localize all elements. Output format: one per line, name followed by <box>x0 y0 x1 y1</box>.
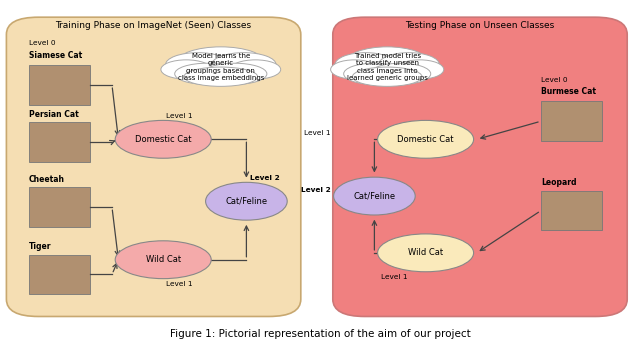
Text: Burmese Cat: Burmese Cat <box>541 87 596 96</box>
Ellipse shape <box>166 53 230 77</box>
Ellipse shape <box>202 63 267 84</box>
Ellipse shape <box>346 47 429 78</box>
Ellipse shape <box>115 241 211 279</box>
Text: Wild Cat: Wild Cat <box>408 248 443 257</box>
Ellipse shape <box>333 177 415 215</box>
Text: Level 0: Level 0 <box>29 41 56 46</box>
Ellipse shape <box>378 53 440 77</box>
Text: Cheetah: Cheetah <box>29 175 65 184</box>
Text: Level 2: Level 2 <box>301 187 330 193</box>
Text: Testing Phase on Unseen Classes: Testing Phase on Unseen Classes <box>405 21 555 30</box>
Ellipse shape <box>378 120 474 158</box>
Ellipse shape <box>230 60 281 79</box>
Text: Cat/Feline: Cat/Feline <box>353 192 396 201</box>
Ellipse shape <box>175 63 239 84</box>
Text: Domestic Cat: Domestic Cat <box>135 135 191 144</box>
Ellipse shape <box>344 63 404 84</box>
Text: Wild Cat: Wild Cat <box>146 255 180 264</box>
Text: Level 1: Level 1 <box>381 275 408 280</box>
Text: Level 2: Level 2 <box>250 175 279 181</box>
Ellipse shape <box>205 182 287 220</box>
Text: Level 0: Level 0 <box>541 77 568 83</box>
Ellipse shape <box>378 234 474 272</box>
FancyBboxPatch shape <box>6 17 301 316</box>
Text: Leopard: Leopard <box>541 179 576 187</box>
FancyBboxPatch shape <box>29 187 90 227</box>
Text: Cat/Feline: Cat/Feline <box>225 197 268 206</box>
Text: Level 1: Level 1 <box>166 113 193 119</box>
FancyBboxPatch shape <box>29 122 90 162</box>
Text: Figure 1: Pictorial representation of the aim of our project: Figure 1: Pictorial representation of th… <box>170 329 470 339</box>
Text: Domestic Cat: Domestic Cat <box>397 135 454 144</box>
Ellipse shape <box>370 63 431 84</box>
Ellipse shape <box>331 60 378 79</box>
FancyBboxPatch shape <box>29 255 90 294</box>
Text: Siamese Cat: Siamese Cat <box>29 51 82 60</box>
FancyBboxPatch shape <box>29 65 90 105</box>
Ellipse shape <box>335 53 396 77</box>
Ellipse shape <box>177 47 264 78</box>
Ellipse shape <box>115 120 211 158</box>
Ellipse shape <box>396 60 444 79</box>
Text: Level 1: Level 1 <box>304 130 330 136</box>
Ellipse shape <box>184 67 258 86</box>
Text: Tiger: Tiger <box>29 242 51 251</box>
Text: Persian Cat: Persian Cat <box>29 110 79 119</box>
FancyBboxPatch shape <box>333 17 627 316</box>
Text: Trained model tries
to classify unseen
class images into
learned generic groups: Trained model tries to classify unseen c… <box>347 53 428 81</box>
Text: Model learns the
generic
groupings based on
class image embeddings: Model learns the generic groupings based… <box>178 53 264 81</box>
Ellipse shape <box>161 60 212 79</box>
FancyBboxPatch shape <box>541 191 602 230</box>
Ellipse shape <box>353 67 422 86</box>
Ellipse shape <box>212 53 276 77</box>
Text: Level 1: Level 1 <box>166 281 193 287</box>
FancyBboxPatch shape <box>541 101 602 141</box>
Text: Training Phase on ImageNet (Seen) Classes: Training Phase on ImageNet (Seen) Classe… <box>56 21 252 30</box>
